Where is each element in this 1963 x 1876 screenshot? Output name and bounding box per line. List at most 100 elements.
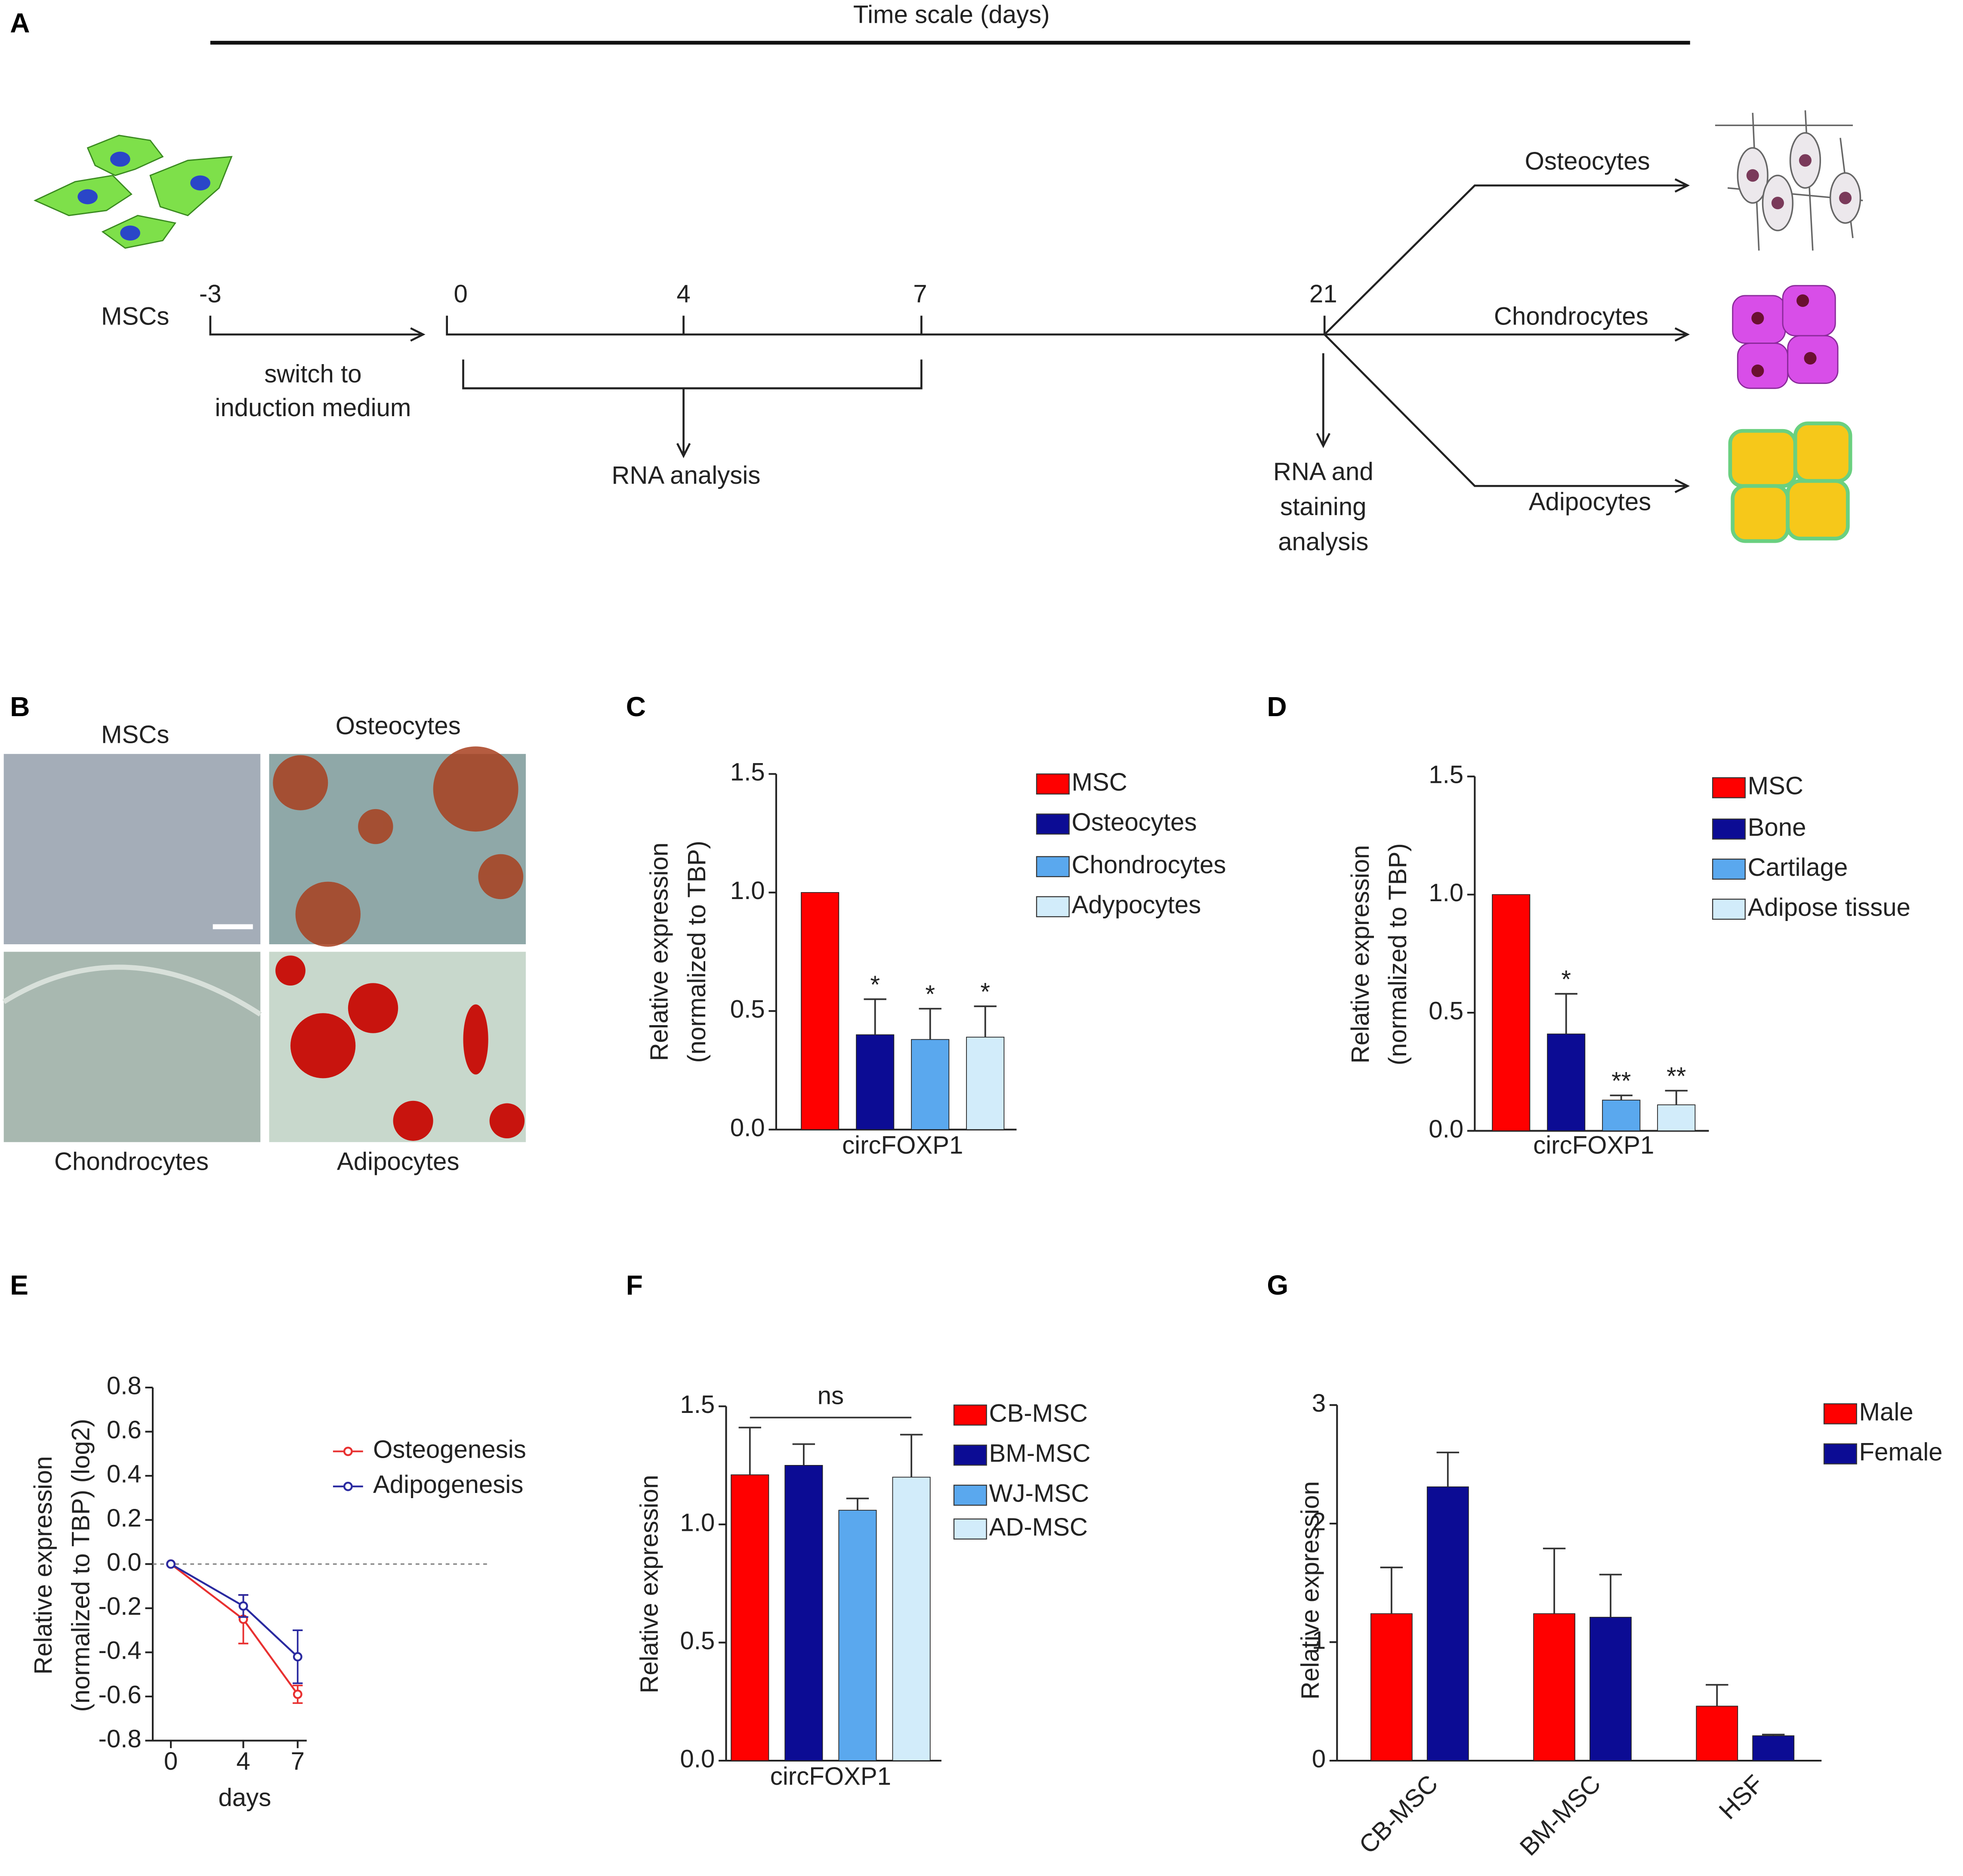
bar (801, 892, 840, 1130)
micrograph (3, 952, 261, 1142)
error-bar (846, 1497, 869, 1511)
y-tick-label: 1.5 (730, 758, 765, 786)
panel-label: B (10, 691, 30, 722)
adipocyte-cells (1728, 421, 1852, 543)
timeline-axis (446, 315, 1326, 336)
bar (731, 1474, 769, 1761)
legend-swatch (1712, 777, 1746, 798)
bar (1602, 1100, 1641, 1131)
error-bar (900, 1434, 923, 1477)
x-tick-label: CB-MSC (1354, 1770, 1443, 1859)
legend-label: AD-MSC (989, 1513, 1087, 1541)
legend-swatch (1036, 896, 1070, 918)
ns-label: ns (818, 1382, 844, 1410)
bar (1590, 1616, 1632, 1761)
bar (1492, 894, 1531, 1131)
timeline-title: Time scale (days) (853, 1, 1050, 29)
significance: ** (1611, 1067, 1631, 1095)
y-tick-label: 1.0 (730, 877, 765, 905)
legend-label: Chondrocytes (1071, 851, 1226, 879)
panel-label: D (1267, 691, 1287, 722)
micrographs: MSCs Osteocytes Chondrocytes Adipocytes (2, 712, 526, 1176)
legend-swatch (953, 1518, 987, 1540)
x-tick-label: 4 (236, 1747, 250, 1775)
y-tick-label: 0.8 (107, 1372, 142, 1400)
bar (838, 1510, 877, 1761)
error-bar (792, 1443, 815, 1465)
error-bar (1665, 1090, 1688, 1105)
error-bar (1543, 1548, 1566, 1614)
x-tick-label: BM-MSC (1515, 1770, 1606, 1861)
error-bar (1380, 1567, 1403, 1614)
y-tick-label: 0.5 (1429, 997, 1463, 1025)
significance: * (1561, 965, 1571, 993)
y-tick-label: -0.4 (99, 1637, 142, 1665)
legend-swatch (1712, 818, 1746, 840)
legend-label: BM-MSC (989, 1439, 1090, 1467)
legend-label: WJ-MSC (989, 1480, 1089, 1508)
y-tick-label: 0.0 (680, 1745, 715, 1773)
legend-swatch (1036, 813, 1070, 835)
y-tick-label: 0.5 (680, 1627, 715, 1655)
error-bar (1436, 1452, 1459, 1487)
outcome-label: Adipocytes (1529, 488, 1651, 516)
error-bar (1599, 1573, 1622, 1617)
chondrocyte-cells (1732, 285, 1839, 389)
outcome-label: Chondrocytes (1494, 303, 1648, 331)
legend-label: Bone (1748, 813, 1806, 841)
y-tick-label: 3 (1312, 1389, 1326, 1417)
y-tick-label: 0.5 (730, 995, 765, 1023)
texture (2, 964, 262, 1017)
error-bar (974, 1005, 997, 1037)
outcome-label: Osteocytes (1525, 147, 1650, 175)
bar (1547, 1033, 1586, 1131)
bar (1533, 1613, 1575, 1761)
legend-swatch (1036, 856, 1070, 878)
y-tick-label: 1.5 (1429, 761, 1463, 789)
induction-arrow (209, 315, 426, 342)
y-axis-label: Relative expression (635, 1475, 663, 1694)
y-tick-label: -0.6 (99, 1681, 142, 1709)
legend-label: Adipose tissue (1748, 893, 1911, 921)
significance: * (980, 978, 990, 1006)
panel-label: G (1267, 1270, 1288, 1301)
note: switch to (264, 360, 361, 388)
y-tick-label: -0.8 (99, 1725, 142, 1753)
osteocyte-cells (1715, 110, 1863, 251)
branch-arrows (1324, 178, 1690, 493)
day-label: 21 (1309, 280, 1337, 308)
legend-swatch (1712, 859, 1746, 880)
legend-swatch (953, 1484, 987, 1506)
marker (293, 1652, 302, 1662)
micrograph-label: Adipocytes (337, 1148, 460, 1176)
y-tick-label: 2 (1312, 1508, 1326, 1536)
legend-label: Adypocytes (1071, 891, 1201, 919)
note: induction medium (215, 394, 411, 422)
micrograph-label: MSCs (101, 720, 169, 748)
y-axis-label: (normalized to TBP) (683, 841, 711, 1063)
panel-label: C (626, 691, 646, 722)
legend-label: Adipogenesis (373, 1471, 523, 1499)
bar (1752, 1735, 1795, 1761)
legend-swatch (1036, 773, 1070, 795)
x-tick-label: 0 (164, 1747, 178, 1775)
legend-swatch (1823, 1443, 1857, 1465)
marker (166, 1559, 176, 1569)
note: RNA analysis (611, 461, 760, 489)
y-tick-label: 1.0 (680, 1508, 715, 1536)
y-tick-label: 1.5 (680, 1391, 715, 1419)
bar (1657, 1104, 1696, 1131)
panel-label: F (626, 1270, 643, 1301)
bar (892, 1477, 931, 1761)
y-tick-label: 0 (1312, 1745, 1326, 1773)
start-label: MSCs (101, 303, 169, 331)
legend-label: Osteogenesis (373, 1436, 526, 1464)
chondrocyte-nuclei (1751, 294, 1817, 377)
error-bar (1762, 1734, 1785, 1736)
legend-label: Female (1859, 1438, 1943, 1466)
y-tick-label: 0.0 (1429, 1115, 1463, 1143)
note: analysis (1278, 528, 1368, 556)
x-tick-label: 7 (291, 1747, 305, 1775)
legend-label: CB-MSC (989, 1399, 1087, 1427)
